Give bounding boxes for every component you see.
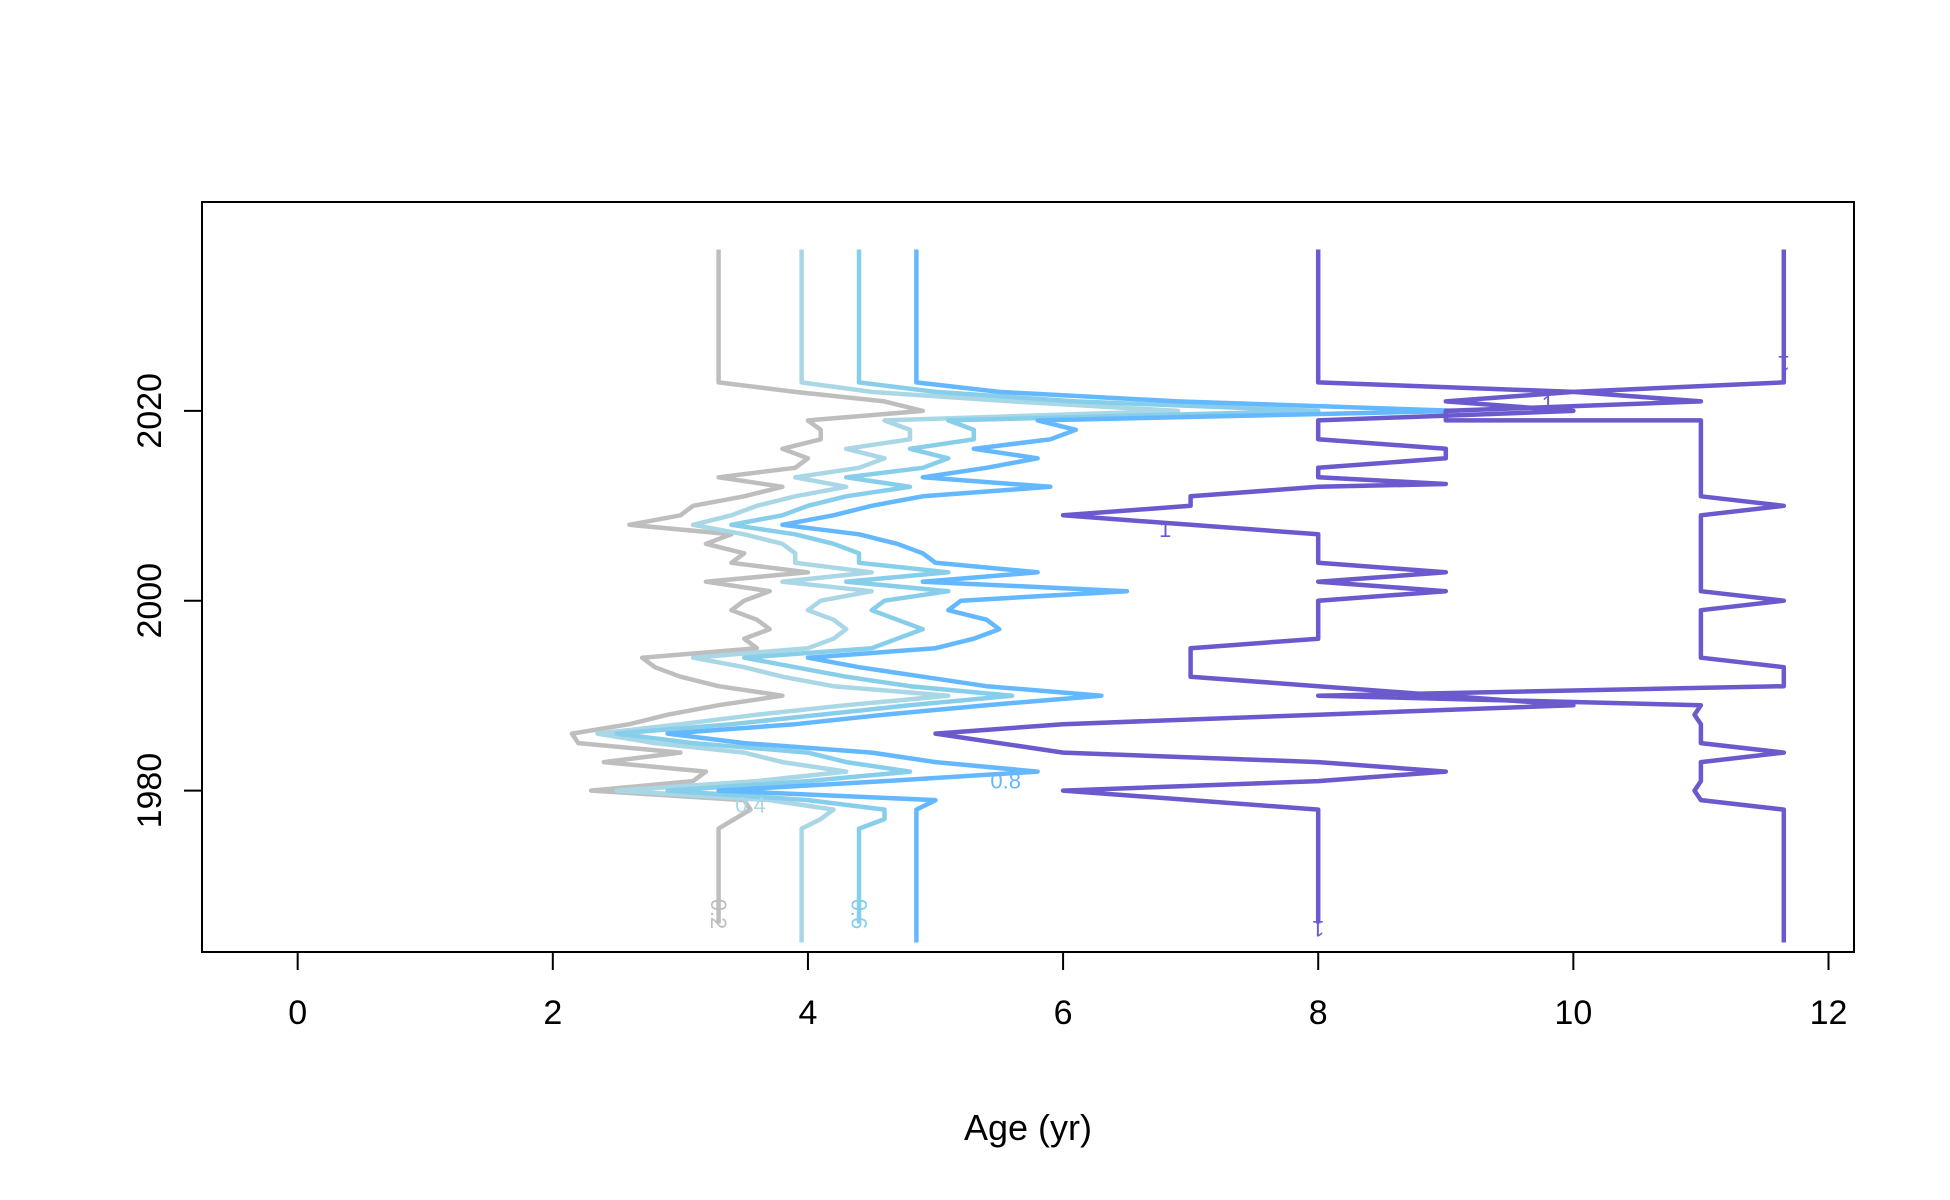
contour-label-1: 0.4 <box>735 792 766 817</box>
x-tick-label: 10 <box>1554 994 1592 1032</box>
x-axis: 0 2 4 6 8 10 12 <box>288 951 1848 1032</box>
x-tick-label: 6 <box>1054 994 1073 1032</box>
plot-box <box>201 201 1855 953</box>
contour-label-6: 1 <box>1542 392 1554 417</box>
contour-line-1 <box>595 249 1181 943</box>
series-layer <box>569 249 1787 943</box>
y-tick-label: 2020 <box>131 373 169 449</box>
x-tick-label: 0 <box>288 994 307 1032</box>
contour-label-5: 1 <box>1778 351 1790 376</box>
contour-label-4: 1 <box>1312 916 1324 941</box>
contour-label-3: 0.8 <box>990 769 1021 794</box>
y-tick-label: 1980 <box>131 753 169 829</box>
contour-label-layer: 0.2 0.4 0.6 0.8 1 1 1 1 <box>706 351 1790 941</box>
y-tick-label: 2000 <box>131 563 169 639</box>
x-axis-title: Age (yr) <box>964 1107 1092 1148</box>
contour-line-5 <box>1315 249 1787 943</box>
contour-line-2 <box>614 249 1321 924</box>
contour-label-2: 0.6 <box>847 899 872 930</box>
y-axis: 1980 2000 2020 <box>131 373 203 829</box>
x-tick-label: 2 <box>543 994 562 1032</box>
x-tick-label: 12 <box>1810 994 1848 1032</box>
x-tick-label: 8 <box>1309 994 1328 1032</box>
contour-label-7: 1 <box>1159 517 1171 542</box>
contour-line-0 <box>569 249 926 924</box>
contour-label-0: 0.2 <box>706 899 731 930</box>
x-tick-label: 4 <box>798 994 817 1032</box>
contour-line-4 <box>933 249 1576 924</box>
contour-line-3 <box>665 249 1461 943</box>
